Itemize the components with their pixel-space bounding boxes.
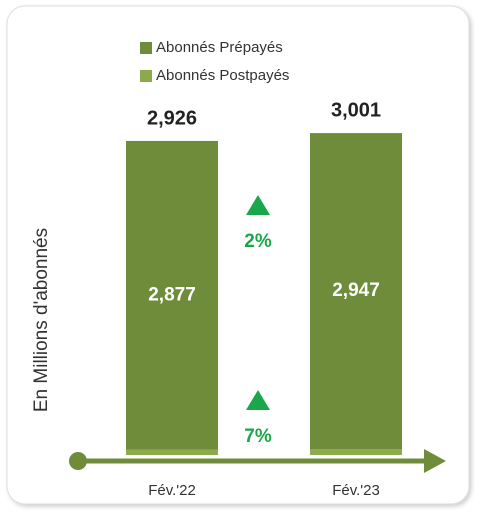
axis-start xyxy=(69,452,87,470)
legend-swatch xyxy=(140,42,152,54)
total-label: 2,926 xyxy=(147,107,197,129)
change-label: 2% xyxy=(244,231,272,252)
up-triangle xyxy=(246,390,270,410)
x-tick-label: Fév.'23 xyxy=(332,482,380,499)
total-label: 3,001 xyxy=(331,99,381,121)
y-axis-label: En Millions d'abonnés xyxy=(31,228,52,412)
bar-segment xyxy=(126,449,218,455)
bar-segment xyxy=(126,140,218,450)
up-triangle xyxy=(246,195,270,215)
change-label: 7% xyxy=(244,426,272,447)
x-tick-label: Fév.'22 xyxy=(148,482,196,499)
legend-label: Abonnés Prépayés xyxy=(156,39,283,56)
bar-segment xyxy=(310,133,402,450)
axis-arrowhead xyxy=(424,449,446,473)
legend-label: Abonnés Postpayés xyxy=(156,67,289,84)
data-label: 2,877 xyxy=(148,284,196,305)
legend-swatch xyxy=(140,70,152,82)
bar-segment xyxy=(310,449,402,455)
data-label: 2,947 xyxy=(332,280,380,301)
